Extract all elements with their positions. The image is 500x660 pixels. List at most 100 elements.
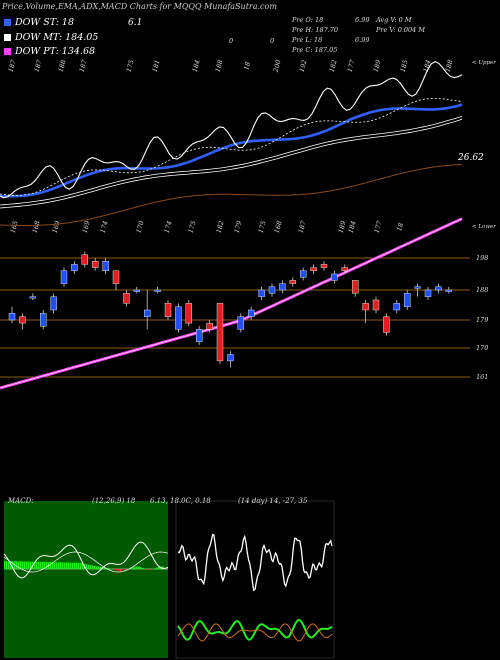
candle-down xyxy=(383,316,390,333)
candle-up xyxy=(393,303,400,311)
info-avg-volume: Avg V: 0 M xyxy=(376,16,412,24)
ema-mid-line-1 xyxy=(0,118,463,209)
legend-label: DOW MT: 184.05 xyxy=(15,32,99,43)
macd-histogram-bar xyxy=(34,561,36,570)
candle-down xyxy=(19,316,26,324)
macd-histogram-bar xyxy=(124,569,126,570)
macd-histogram-bar xyxy=(46,562,48,570)
macd-label: MACD: xyxy=(8,497,34,505)
candle-up xyxy=(279,283,286,291)
macd-histogram-bar xyxy=(116,569,118,571)
legend-swatch-white xyxy=(4,34,11,41)
candle-down xyxy=(81,254,89,265)
macd-histogram-bar xyxy=(92,565,94,570)
candle-up xyxy=(40,313,47,327)
info-mid-3: 6.99 xyxy=(355,36,370,44)
candle-up xyxy=(435,286,442,291)
candle-down xyxy=(123,293,130,304)
adx-label: (14 day) 14, -27, 35 xyxy=(238,497,308,505)
macd-histogram-bar xyxy=(88,564,90,570)
macd-histogram-bar xyxy=(108,568,110,570)
price-level-label: 179 xyxy=(476,316,489,324)
macd-histogram-bar xyxy=(30,561,32,570)
ema-long-line xyxy=(0,164,463,226)
macd-histogram-bar xyxy=(52,562,54,570)
macd-histogram-bar xyxy=(70,562,72,570)
macd-histogram-bar xyxy=(38,561,40,570)
macd-histogram-bar xyxy=(28,561,30,570)
candle-up xyxy=(268,286,276,294)
macd-histogram-bar xyxy=(60,562,62,570)
macd-histogram-bar xyxy=(120,569,122,572)
macd-histogram-bar xyxy=(20,561,22,570)
volume-zero-1: 0 xyxy=(229,37,234,45)
dow-st-line xyxy=(0,103,463,198)
macd-histogram-bar xyxy=(18,561,20,570)
info-mid-1: 6.99 xyxy=(355,16,370,24)
adx-line xyxy=(177,533,333,592)
price-level-label: 188 xyxy=(476,286,489,294)
macd-histogram-bar xyxy=(158,566,160,570)
legend-label: DOW PT: 134.68 xyxy=(15,46,96,57)
candle-up xyxy=(195,329,203,342)
candle-down xyxy=(341,267,348,272)
macd-histogram-bar xyxy=(94,565,96,570)
macd-histogram-bar xyxy=(54,562,56,570)
candle-up xyxy=(60,270,68,284)
dow-pt-line xyxy=(0,217,463,390)
macd-histogram-bar xyxy=(78,562,80,570)
candle-down xyxy=(352,280,359,294)
macd-histogram-bar xyxy=(104,567,106,570)
macd-histogram-bar xyxy=(26,561,28,570)
macd-histogram-bar xyxy=(118,569,120,571)
ema-mid-line-2 xyxy=(0,115,463,206)
macd-histogram-bar xyxy=(130,567,132,570)
candle-down xyxy=(164,303,172,317)
macd-histogram-bar xyxy=(144,568,146,570)
candle-up xyxy=(227,354,234,362)
info-pre-close: Pre C: 187.05 xyxy=(292,46,338,54)
legend-dow-pt: DOW PT: 134.68 xyxy=(4,46,95,57)
macd-histogram-bar xyxy=(24,561,26,570)
dow-dotted-line xyxy=(0,98,463,196)
price-level-label: 161 xyxy=(476,373,489,381)
macd-histogram-bar xyxy=(56,562,58,570)
candle-up xyxy=(102,261,109,272)
candle-up xyxy=(404,293,411,307)
ema-value-label: 26.62 xyxy=(458,153,484,163)
macd-histogram-bar xyxy=(44,562,46,570)
info-pre-high: Pre H: 187.70 xyxy=(292,26,339,34)
macd-panel-bg xyxy=(4,501,168,658)
macd-histogram-bar xyxy=(138,566,140,570)
macd-histogram-bar xyxy=(110,568,112,570)
macd-histogram-bar xyxy=(6,561,8,570)
candle-up xyxy=(331,273,338,281)
upper-band-label: < Upper xyxy=(472,60,496,66)
candle-up xyxy=(258,289,265,297)
candle-down xyxy=(185,303,193,324)
candle-up xyxy=(8,313,16,321)
macd-histogram-bar xyxy=(154,568,156,570)
candle-up xyxy=(424,289,432,297)
legend-dow-mt: DOW MT: 184.05 xyxy=(4,32,98,43)
macd-signal-line xyxy=(3,551,169,573)
macd-histogram-bar xyxy=(100,566,102,570)
macd-histogram-bar xyxy=(96,566,98,570)
macd-histogram-bar xyxy=(62,562,64,570)
macd-histogram-bar xyxy=(42,561,44,570)
price-level-label: 198 xyxy=(476,254,489,262)
macd-histogram-bar xyxy=(68,562,70,570)
candle-down xyxy=(112,270,120,284)
macd-histogram-bar xyxy=(40,561,42,570)
candle-down xyxy=(310,267,317,272)
legend-extra: 6.1 xyxy=(128,17,143,28)
candle-down xyxy=(289,280,296,284)
candle-up xyxy=(237,316,245,330)
macd-line xyxy=(3,541,169,579)
candle-down xyxy=(362,303,369,311)
macd-histogram-bar xyxy=(12,561,14,570)
macd-histogram-bar xyxy=(82,562,84,570)
legend-swatch-blue xyxy=(4,19,11,26)
